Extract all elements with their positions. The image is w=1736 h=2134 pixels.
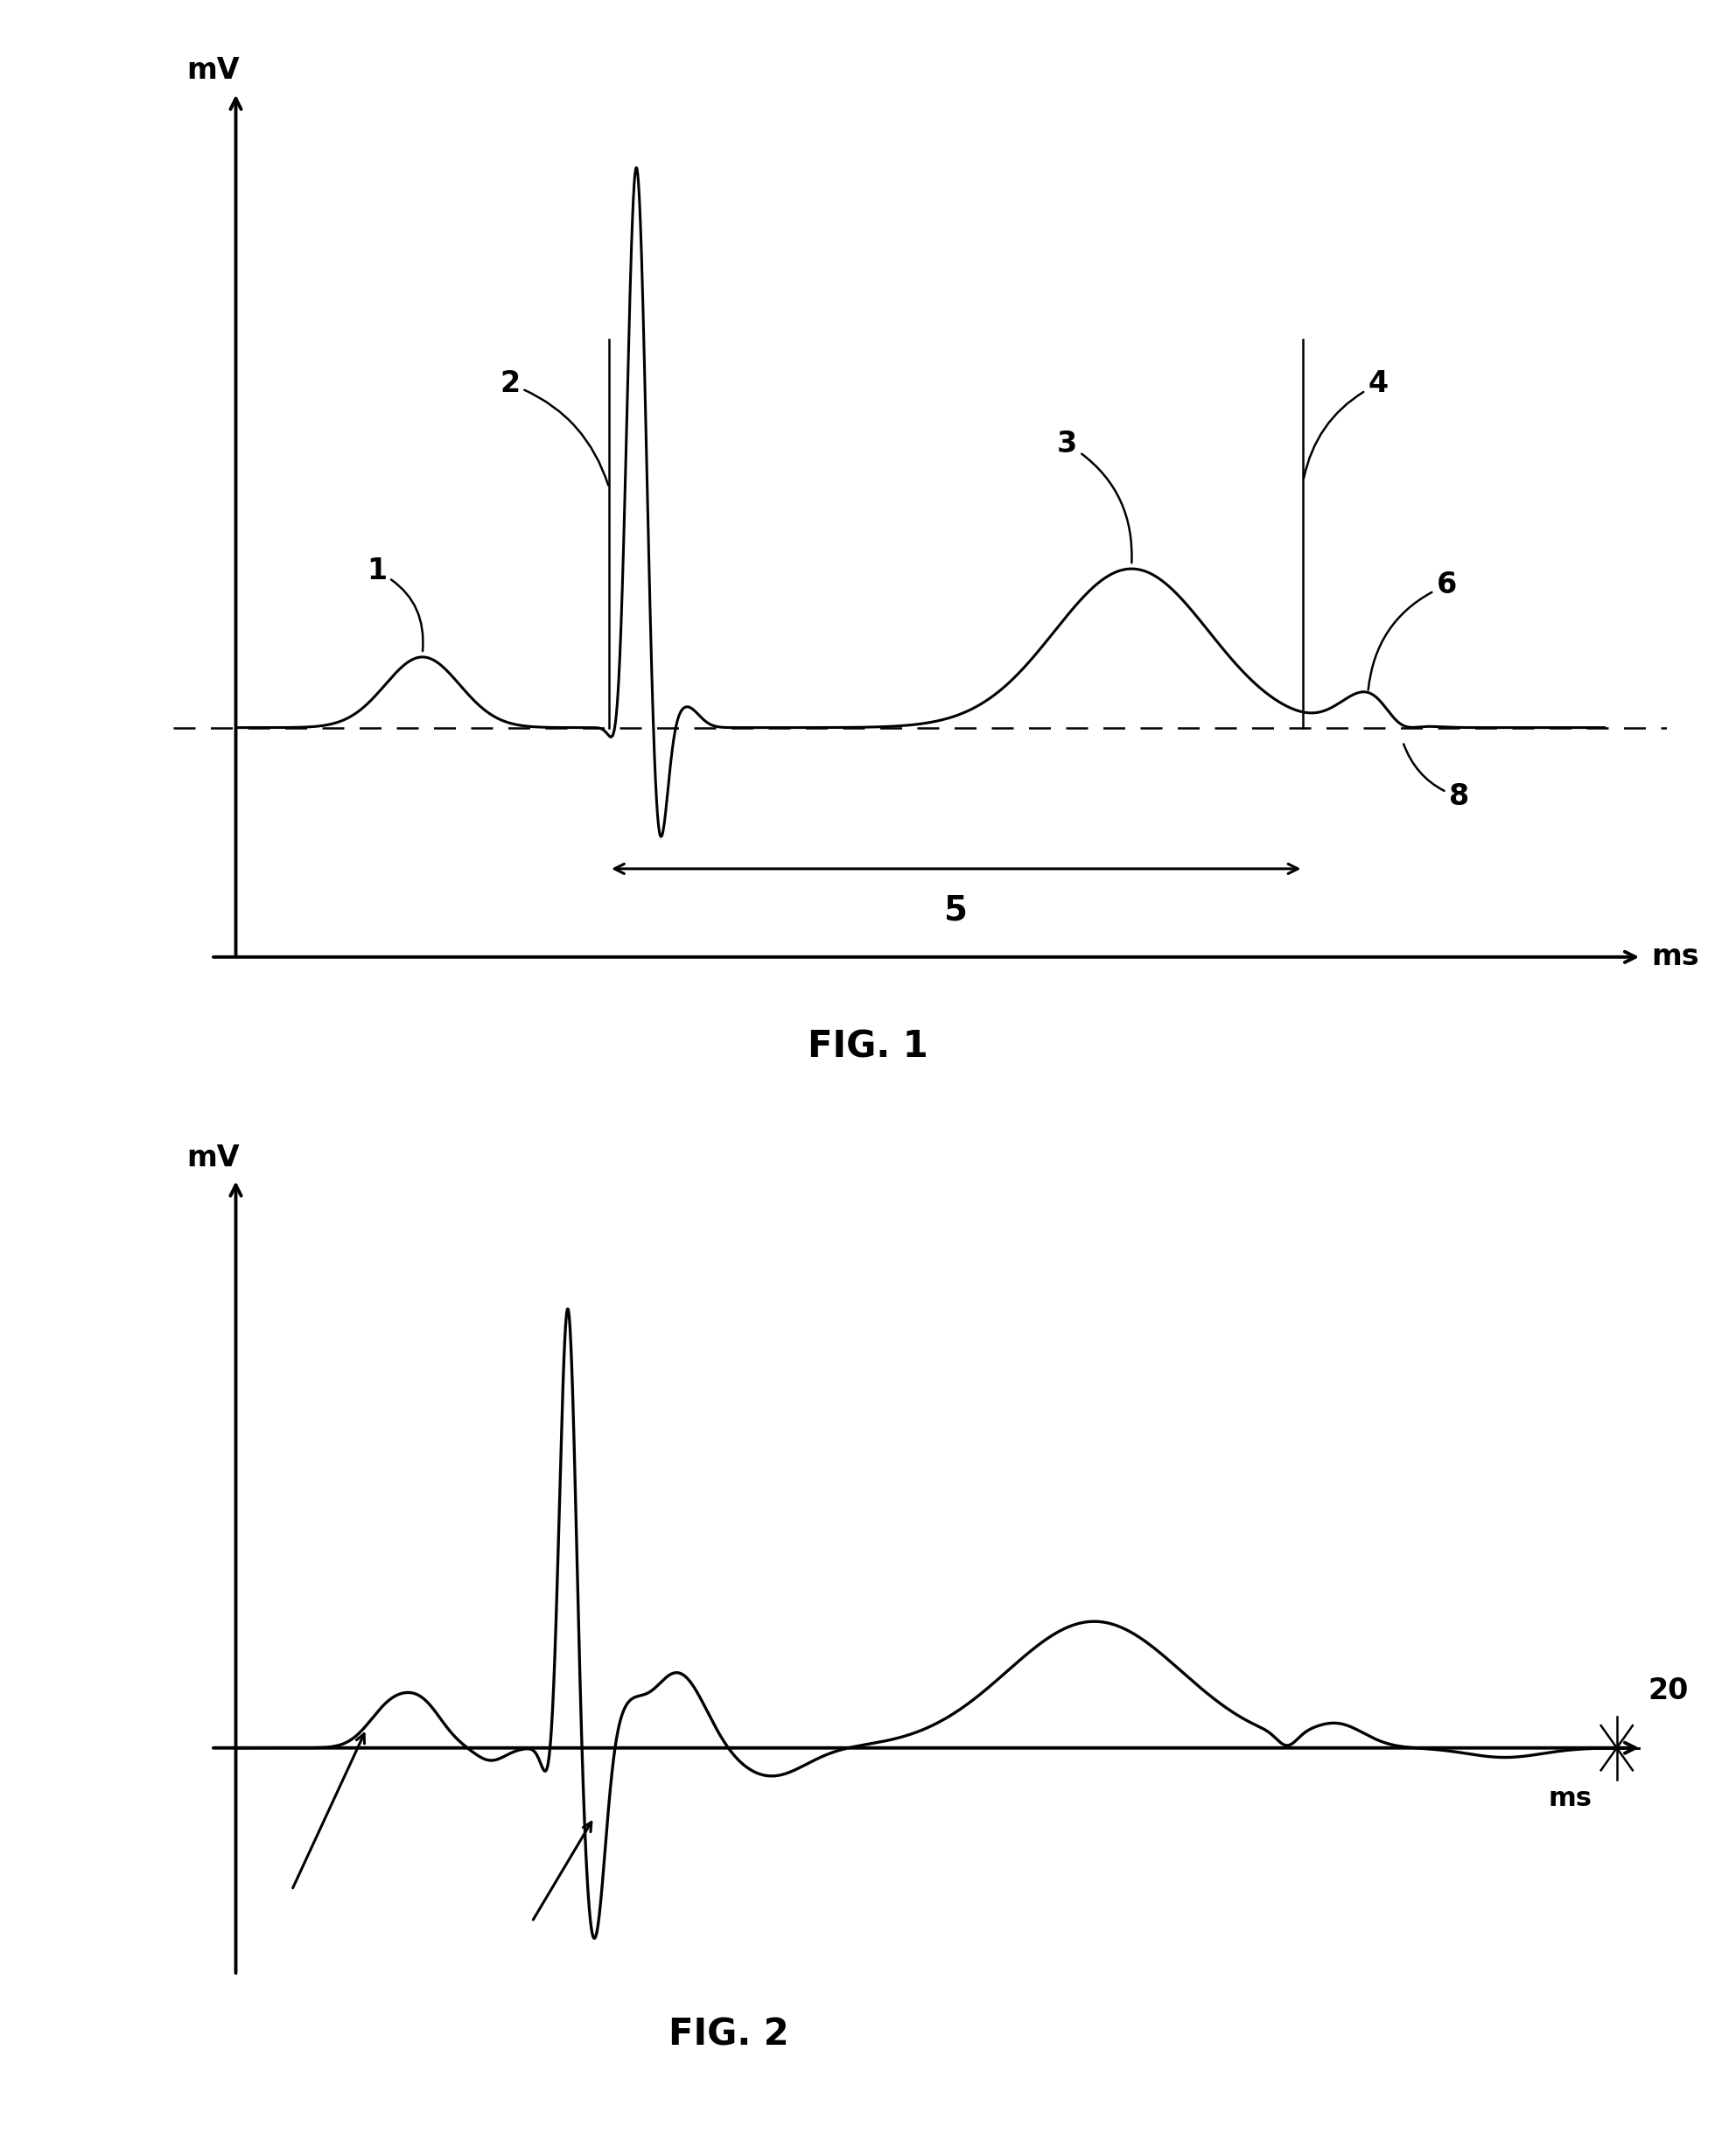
Text: FIG. 1: FIG. 1 — [807, 1029, 929, 1065]
Text: 1: 1 — [366, 557, 424, 651]
Text: mV: mV — [187, 1144, 240, 1172]
Text: 6: 6 — [1368, 570, 1457, 689]
Text: ms: ms — [1651, 943, 1700, 971]
Text: 5: 5 — [944, 894, 969, 926]
Text: mV: mV — [187, 55, 240, 85]
Text: 20: 20 — [1647, 1677, 1689, 1705]
Text: 8: 8 — [1404, 745, 1469, 811]
Text: 2: 2 — [500, 369, 608, 484]
Text: ms: ms — [1549, 1786, 1592, 1812]
Text: 4: 4 — [1304, 369, 1389, 478]
Text: FIG. 2: FIG. 2 — [668, 2017, 790, 2053]
Text: 3: 3 — [1057, 429, 1132, 563]
